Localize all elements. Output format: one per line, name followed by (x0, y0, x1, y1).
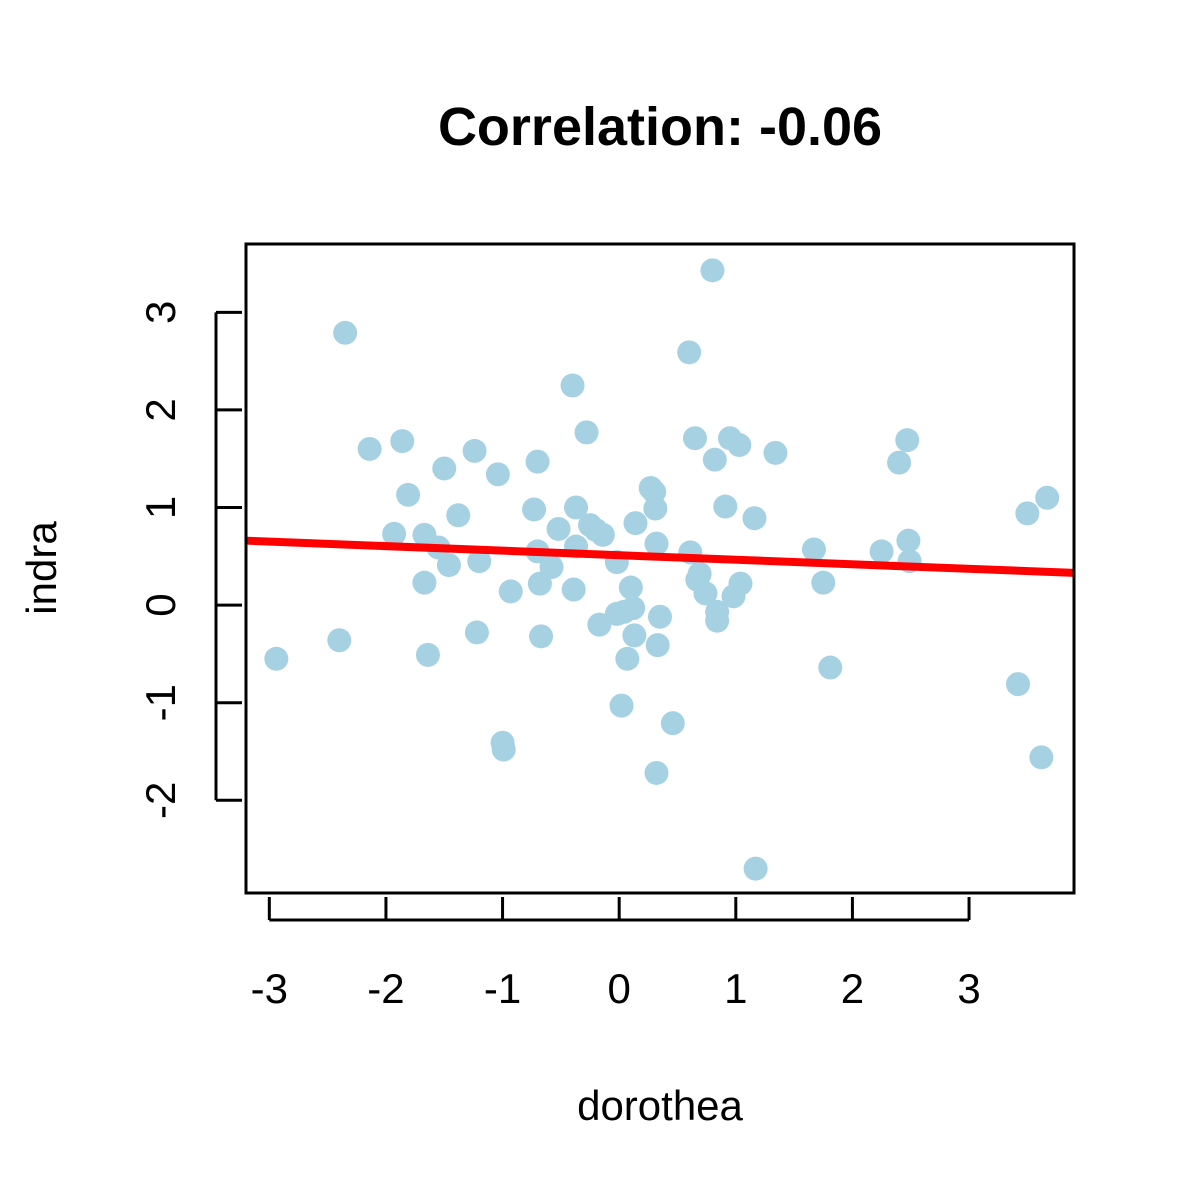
data-point-51 (645, 633, 670, 658)
data-point-21 (522, 497, 547, 522)
data-point-81 (1015, 501, 1040, 526)
data-point-67 (727, 433, 752, 458)
data-point-59 (693, 581, 718, 606)
data-point-24 (527, 571, 552, 596)
data-point-49 (644, 531, 669, 556)
data-point-20 (498, 579, 523, 604)
y-tick-label-2: 0 (137, 593, 184, 616)
data-point-60 (700, 258, 725, 283)
data-point-82 (1029, 745, 1054, 770)
data-point-48 (643, 496, 668, 521)
data-point-76 (887, 450, 912, 475)
data-point-14 (462, 438, 487, 463)
data-point-6 (396, 482, 421, 507)
data-point-70 (743, 856, 768, 881)
chart-title: Correlation: -0.06 (438, 97, 882, 157)
x-tick-label-3: 0 (608, 965, 631, 1012)
plot-frame (244, 242, 1076, 895)
data-point-19 (491, 737, 516, 762)
data-point-44 (622, 623, 647, 648)
data-point-71 (763, 440, 788, 465)
data-point-11 (432, 456, 457, 481)
data-point-72 (801, 537, 826, 562)
data-point-13 (446, 503, 471, 528)
data-point-0 (264, 646, 289, 671)
data-point-9 (415, 642, 440, 667)
data-point-29 (561, 577, 586, 602)
x-axis-label: dorothea (577, 1082, 743, 1129)
data-point-36 (590, 522, 615, 547)
data-point-69 (742, 506, 767, 531)
data-point-54 (677, 340, 702, 365)
points-layer (264, 258, 1060, 881)
x-tick-label-6: 3 (957, 965, 980, 1012)
data-point-77 (895, 428, 920, 453)
data-point-12 (436, 553, 461, 578)
y-tick-label-5: 3 (137, 301, 184, 324)
data-point-58 (687, 561, 712, 586)
data-point-56 (682, 426, 707, 451)
data-point-80 (1006, 672, 1031, 697)
data-point-63 (705, 608, 730, 633)
y-tick-label-0: -2 (137, 782, 184, 819)
x-tick-label-4: 1 (724, 965, 747, 1012)
data-point-74 (818, 655, 843, 680)
data-point-32 (574, 420, 599, 445)
x-tick-label-2: -1 (484, 965, 521, 1012)
data-point-52 (648, 604, 672, 629)
x-tick-label-1: -2 (367, 965, 404, 1012)
y-tick-label-1: -1 (137, 684, 184, 721)
data-point-16 (467, 549, 492, 574)
data-point-26 (539, 555, 564, 580)
data-point-27 (546, 516, 571, 541)
data-point-78 (896, 528, 921, 553)
y-tick-label-4: 2 (137, 398, 184, 421)
data-point-15 (464, 620, 489, 645)
data-point-68 (728, 571, 753, 596)
data-point-17 (485, 462, 510, 487)
data-point-43 (621, 596, 646, 621)
y-tick-label-3: 1 (137, 496, 184, 519)
data-point-30 (564, 495, 589, 520)
data-point-64 (713, 494, 738, 519)
data-point-39 (609, 693, 634, 718)
fit-line-layer (245, 536, 1075, 577)
data-point-61 (702, 447, 727, 472)
y-axis: -2 -1 0 1 2 3 (137, 301, 242, 819)
data-point-5 (390, 429, 415, 454)
data-point-8 (412, 570, 437, 595)
y-axis-label: indra (18, 521, 65, 615)
data-point-1 (327, 628, 352, 653)
data-point-42 (618, 575, 643, 600)
data-point-28 (560, 373, 585, 398)
data-point-3 (357, 436, 382, 461)
data-point-35 (587, 612, 612, 637)
data-point-45 (623, 511, 648, 536)
data-point-73 (811, 570, 836, 595)
data-point-2 (333, 320, 358, 345)
data-point-53 (660, 711, 685, 736)
data-point-50 (644, 760, 669, 785)
regression-line (245, 536, 1075, 577)
x-tick-label-0: -3 (251, 965, 288, 1012)
data-point-41 (615, 646, 640, 671)
data-point-4 (382, 521, 407, 546)
x-axis: -3 -2 -1 0 1 2 3 (251, 897, 981, 1012)
data-point-22 (525, 449, 550, 474)
data-point-25 (529, 624, 554, 649)
data-point-75 (869, 539, 894, 564)
x-tick-label-5: 2 (841, 965, 864, 1012)
data-point-83 (1035, 485, 1060, 510)
